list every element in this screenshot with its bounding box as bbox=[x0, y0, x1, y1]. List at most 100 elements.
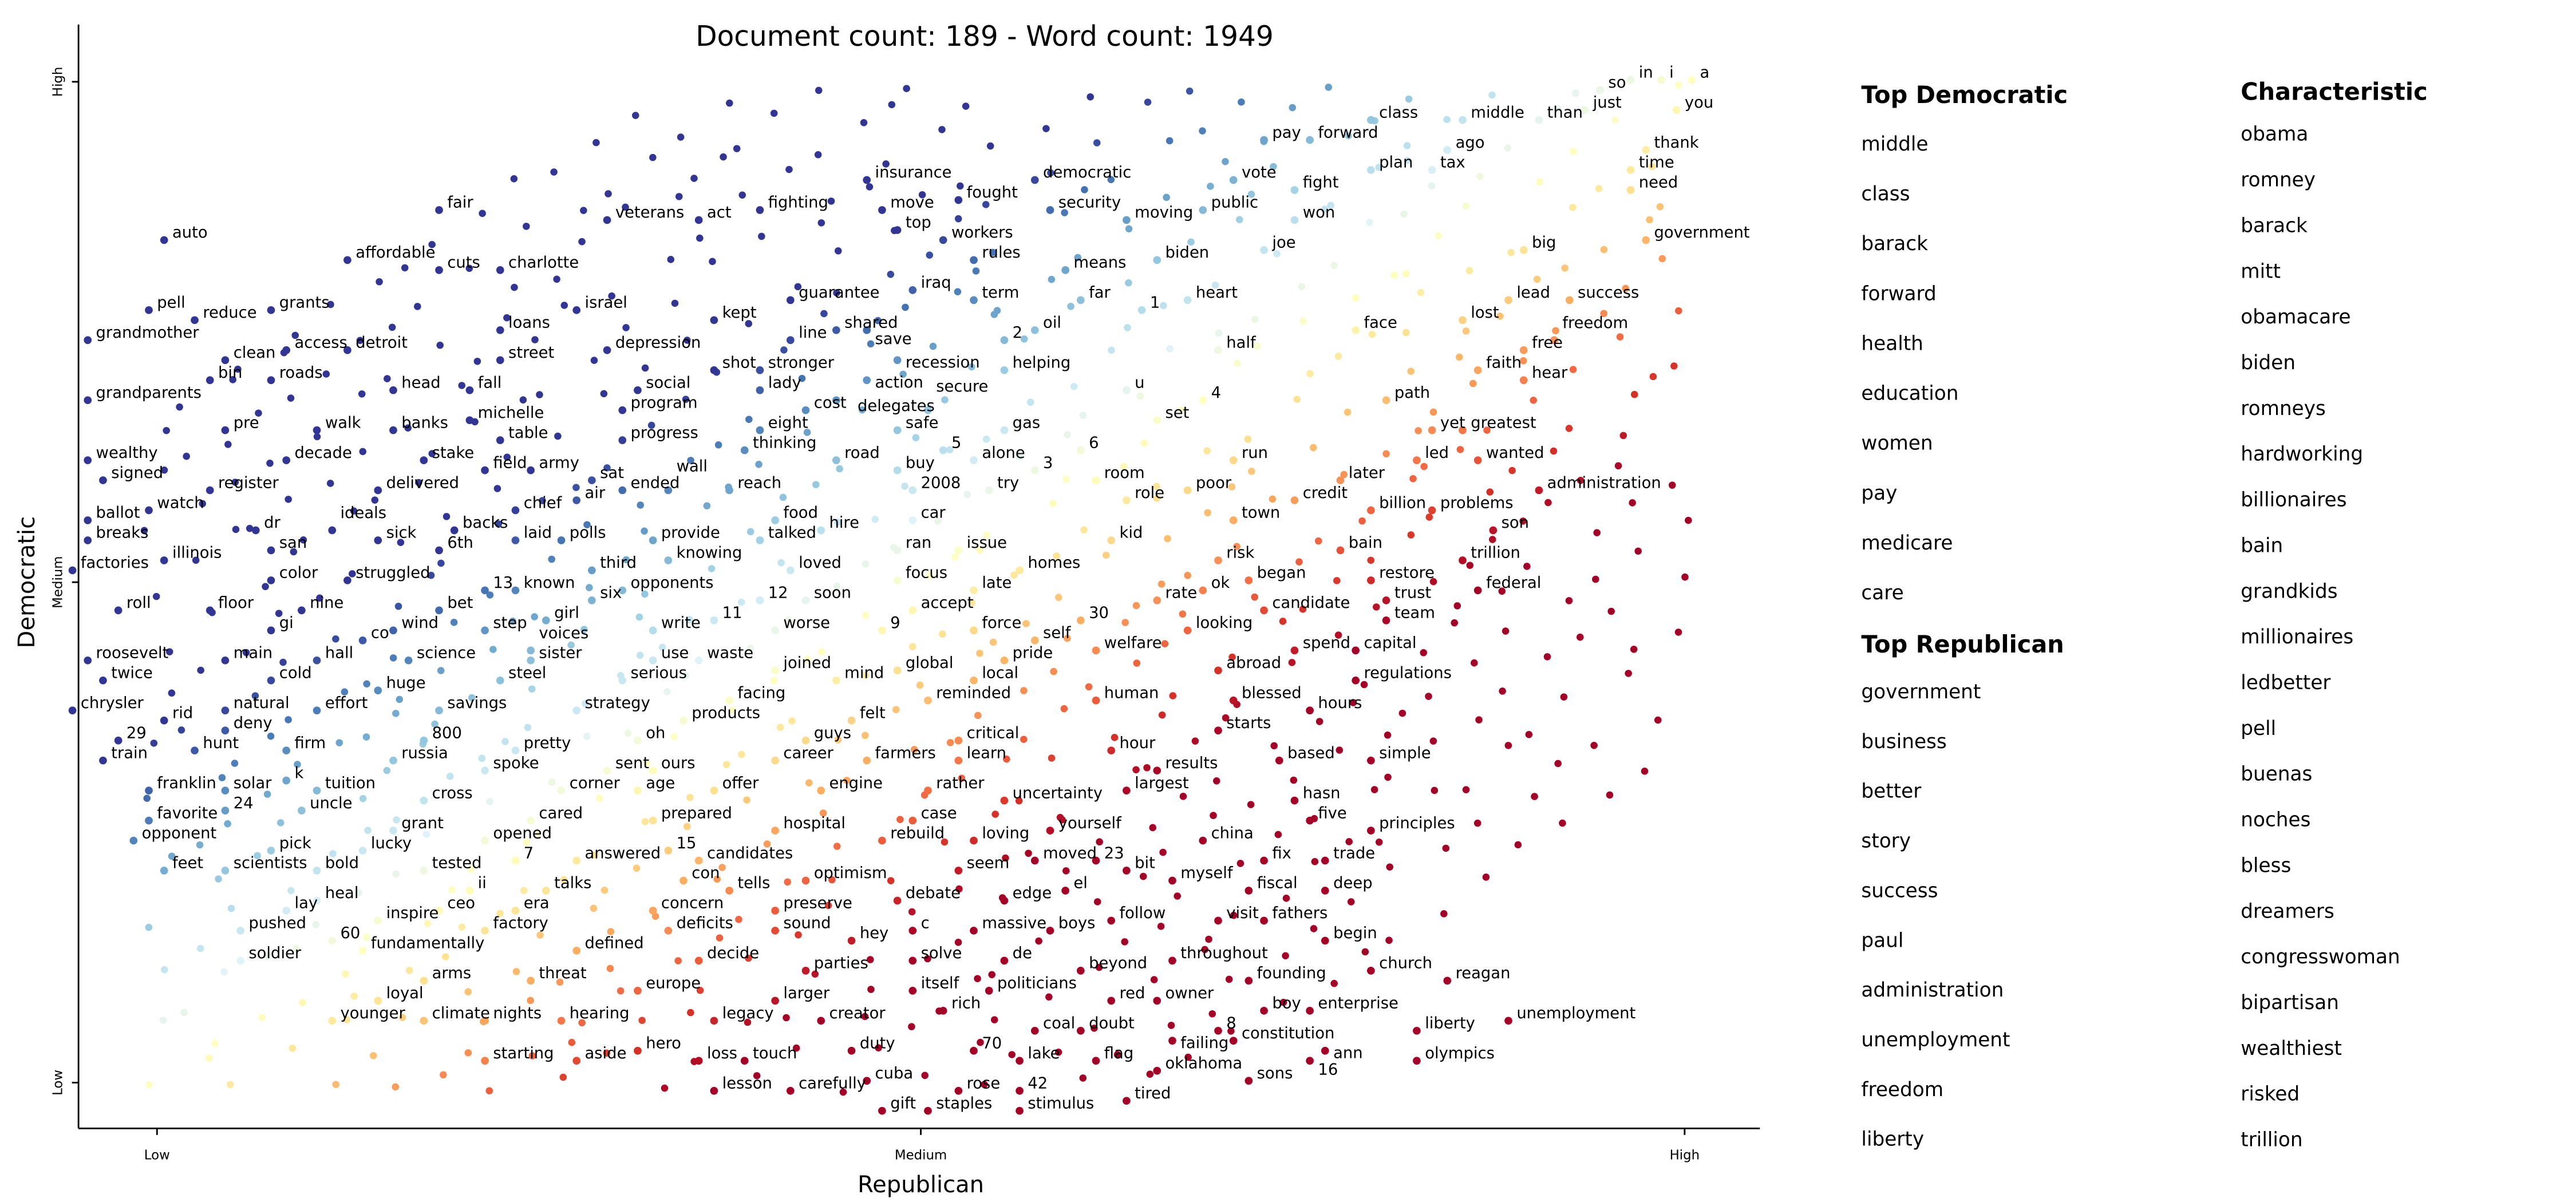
term-point-plan[interactable] bbox=[1367, 166, 1375, 174]
term-point-government[interactable] bbox=[1642, 236, 1650, 244]
term-point-doubt[interactable] bbox=[1076, 1026, 1085, 1035]
term-point-hey[interactable] bbox=[847, 936, 856, 945]
term-point-ii[interactable] bbox=[465, 887, 474, 895]
term-point-abroad[interactable] bbox=[1214, 666, 1222, 675]
term-point-3[interactable] bbox=[1030, 466, 1039, 475]
term-point-fundamentally[interactable] bbox=[358, 947, 367, 955]
term-point-laid[interactable] bbox=[511, 536, 520, 544]
term-point-buy[interactable] bbox=[893, 466, 902, 475]
term-point-fiscal[interactable] bbox=[1244, 887, 1253, 895]
term-point-oil[interactable] bbox=[1030, 326, 1039, 334]
term-point-70[interactable] bbox=[970, 1046, 978, 1055]
term-point-largest[interactable] bbox=[1123, 786, 1131, 794]
term-point-success[interactable] bbox=[1565, 296, 1574, 305]
term-point-science[interactable] bbox=[404, 656, 413, 665]
term-point-begin[interactable] bbox=[1321, 936, 1329, 945]
term-point-visit[interactable] bbox=[1214, 916, 1222, 925]
term-point-accept[interactable] bbox=[908, 606, 917, 615]
term-point-debate[interactable] bbox=[893, 896, 902, 905]
term-point-serious[interactable] bbox=[618, 676, 627, 685]
term-point-climate[interactable] bbox=[420, 1017, 428, 1025]
term-point-reach[interactable] bbox=[725, 486, 733, 495]
term-point-talks[interactable] bbox=[542, 887, 550, 895]
term-point-room[interactable] bbox=[1092, 476, 1100, 484]
term-point-floor[interactable] bbox=[206, 606, 214, 615]
term-point-insurance[interactable] bbox=[863, 176, 871, 184]
term-point-veterans[interactable] bbox=[603, 216, 611, 224]
term-point-late[interactable] bbox=[970, 586, 978, 595]
term-point-provide[interactable] bbox=[649, 536, 657, 544]
term-point-loyal[interactable] bbox=[374, 997, 382, 1005]
term-point-huge[interactable] bbox=[374, 686, 382, 695]
term-point-banks[interactable] bbox=[389, 426, 397, 434]
term-point-era[interactable] bbox=[511, 907, 520, 915]
term-point-rebuild[interactable] bbox=[878, 836, 886, 845]
term-point-hire[interactable] bbox=[817, 526, 825, 535]
term-point-effort[interactable] bbox=[313, 706, 321, 715]
term-point-spoke[interactable] bbox=[481, 766, 489, 775]
term-point-bain[interactable] bbox=[1336, 546, 1345, 555]
term-point-local[interactable] bbox=[970, 676, 978, 685]
term-point-edge[interactable] bbox=[1000, 896, 1009, 905]
term-point-owner[interactable] bbox=[1153, 997, 1161, 1005]
term-point-social[interactable] bbox=[634, 386, 642, 394]
term-point-2[interactable] bbox=[1000, 336, 1009, 345]
term-point-savings[interactable] bbox=[435, 706, 443, 715]
term-point-billion[interactable] bbox=[1367, 506, 1375, 515]
term-point-ours[interactable] bbox=[649, 766, 657, 775]
term-point-defined[interactable] bbox=[572, 947, 581, 955]
term-point-results[interactable] bbox=[1153, 766, 1161, 775]
term-point-backs[interactable] bbox=[450, 526, 459, 535]
term-point-self[interactable] bbox=[1030, 636, 1039, 645]
term-point-factories[interactable] bbox=[68, 566, 77, 575]
term-point-save[interactable] bbox=[863, 326, 871, 334]
term-point-far[interactable] bbox=[1076, 296, 1085, 305]
term-point-human[interactable] bbox=[1092, 696, 1100, 705]
term-point-homes[interactable] bbox=[1016, 566, 1024, 575]
term-point-grant[interactable] bbox=[389, 827, 397, 835]
term-point-twice[interactable] bbox=[99, 676, 107, 685]
term-point-mind[interactable] bbox=[832, 676, 840, 685]
term-point-israel[interactable] bbox=[572, 306, 581, 314]
term-point-uncle[interactable] bbox=[298, 806, 306, 814]
term-point-founding[interactable] bbox=[1244, 976, 1253, 985]
term-point-tuition[interactable] bbox=[313, 786, 321, 794]
term-point-staples[interactable] bbox=[924, 1106, 932, 1115]
term-point-nine[interactable] bbox=[298, 606, 306, 615]
term-point-c[interactable] bbox=[908, 927, 917, 935]
term-point-arms[interactable] bbox=[420, 976, 428, 985]
term-point-roosevelt[interactable] bbox=[84, 656, 92, 665]
term-point-federal[interactable] bbox=[1473, 586, 1482, 595]
term-point-regulations[interactable] bbox=[1352, 676, 1360, 685]
term-point-write[interactable] bbox=[649, 626, 657, 635]
term-point-step[interactable] bbox=[481, 626, 489, 635]
term-point-chief[interactable] bbox=[511, 506, 520, 515]
term-point-food[interactable] bbox=[771, 516, 779, 524]
term-point-rather[interactable] bbox=[924, 786, 932, 794]
term-point-offer[interactable] bbox=[710, 786, 718, 794]
term-point-16[interactable] bbox=[1306, 1057, 1314, 1065]
term-point-factory[interactable] bbox=[481, 927, 489, 935]
term-point-natural[interactable] bbox=[221, 706, 230, 715]
term-point-fix[interactable] bbox=[1260, 856, 1268, 865]
term-point-action[interactable] bbox=[863, 376, 871, 385]
term-point-free[interactable] bbox=[1519, 346, 1528, 354]
term-point-career[interactable] bbox=[771, 756, 779, 765]
term-point-1[interactable] bbox=[1137, 306, 1146, 314]
term-point-forward[interactable] bbox=[1306, 136, 1314, 144]
term-point-hearing[interactable] bbox=[557, 1017, 566, 1025]
term-point-candidate[interactable] bbox=[1260, 606, 1268, 615]
term-point-alone[interactable] bbox=[970, 456, 978, 464]
term-point-shot[interactable] bbox=[710, 366, 718, 374]
term-point-class[interactable] bbox=[1367, 116, 1375, 124]
term-point-unemployment[interactable] bbox=[1504, 1017, 1512, 1025]
term-point-principles[interactable] bbox=[1367, 827, 1375, 835]
term-point-you[interactable] bbox=[1672, 106, 1681, 114]
term-point-23[interactable] bbox=[1092, 856, 1100, 865]
term-point-creator[interactable] bbox=[817, 1017, 825, 1025]
term-point-preserve[interactable] bbox=[771, 907, 779, 915]
term-point-roads[interactable] bbox=[267, 376, 275, 385]
term-point-decide[interactable] bbox=[694, 956, 703, 965]
term-point-capital[interactable] bbox=[1352, 646, 1360, 655]
term-point-church[interactable] bbox=[1367, 967, 1375, 975]
